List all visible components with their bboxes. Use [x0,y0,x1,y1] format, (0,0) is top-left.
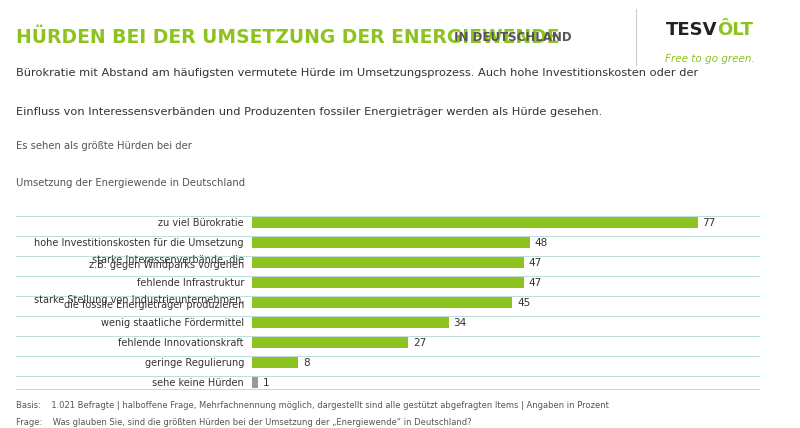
Text: Es sehen als größte Hürden bei der: Es sehen als größte Hürden bei der [16,141,192,151]
Text: Frage:    Was glauben Sie, sind die größten Hürden bei der Umsetzung der „Energi: Frage: Was glauben Sie, sind die größten… [16,418,472,427]
Text: Umsetzung der Energiewende in Deutschland: Umsetzung der Energiewende in Deutschlan… [16,178,245,188]
Text: fehlende Innovationskraft: fehlende Innovationskraft [118,338,244,348]
Text: Einfluss von Interessensverbänden und Produzenten fossiler Energieträger werden : Einfluss von Interessensverbänden und Pr… [16,107,602,117]
Text: hohe Investitionskosten für die Umsetzung: hohe Investitionskosten für die Umsetzun… [34,238,244,248]
Bar [252,377,258,388]
Text: wenig staatliche Fördermittel: wenig staatliche Fördermittel [101,318,244,328]
Text: starke Interessenverbände, die: starke Interessenverbände, die [92,255,244,265]
Bar [252,277,524,288]
Text: HÜRDEN BEI DER UMSETZUNG DER ENERGIEWENDE: HÜRDEN BEI DER UMSETZUNG DER ENERGIEWEND… [16,28,559,48]
Text: geringe Regulierung: geringe Regulierung [145,358,244,368]
Text: Basis:    1.021 Befragte | halboffene Frage, Mehrfachnennung möglich, dargestell: Basis: 1.021 Befragte | halboffene Frage… [16,401,609,410]
Text: TESV: TESV [666,21,718,39]
Text: die fossile Energieträger produzieren: die fossile Energieträger produzieren [64,300,244,310]
Text: z.B. gegen Windparks vorgehen: z.B. gegen Windparks vorgehen [89,260,244,270]
Text: 48: 48 [534,238,548,248]
Text: 47: 47 [529,258,542,268]
Text: fehlende Infrastruktur: fehlende Infrastruktur [137,278,244,288]
Bar [252,217,698,228]
Text: 77: 77 [702,218,715,228]
Text: 45: 45 [517,298,530,308]
Bar [252,357,298,369]
Text: 47: 47 [529,278,542,288]
Text: Bürokratie mit Abstand am häufigsten vermutete Hürde im Umsetzungsprozess. Auch : Bürokratie mit Abstand am häufigsten ver… [16,68,698,78]
Text: IN DEUTSCHLAND: IN DEUTSCHLAND [450,31,571,45]
Text: Free to go green.: Free to go green. [665,54,755,64]
Text: zu viel Bürokratie: zu viel Bürokratie [158,218,244,228]
Bar [252,317,449,328]
Text: 1: 1 [262,378,269,388]
Text: starke Stellung von Industrieunternehmen,: starke Stellung von Industrieunternehmen… [34,295,244,305]
Text: 34: 34 [454,318,466,328]
Bar [252,257,524,268]
Bar [252,337,408,348]
Bar [252,237,530,248]
Text: ÔLT: ÔLT [718,21,754,39]
Text: 27: 27 [413,338,426,348]
Text: 8: 8 [303,358,310,368]
Bar [252,297,513,308]
Text: sehe keine Hürden: sehe keine Hürden [152,378,244,388]
